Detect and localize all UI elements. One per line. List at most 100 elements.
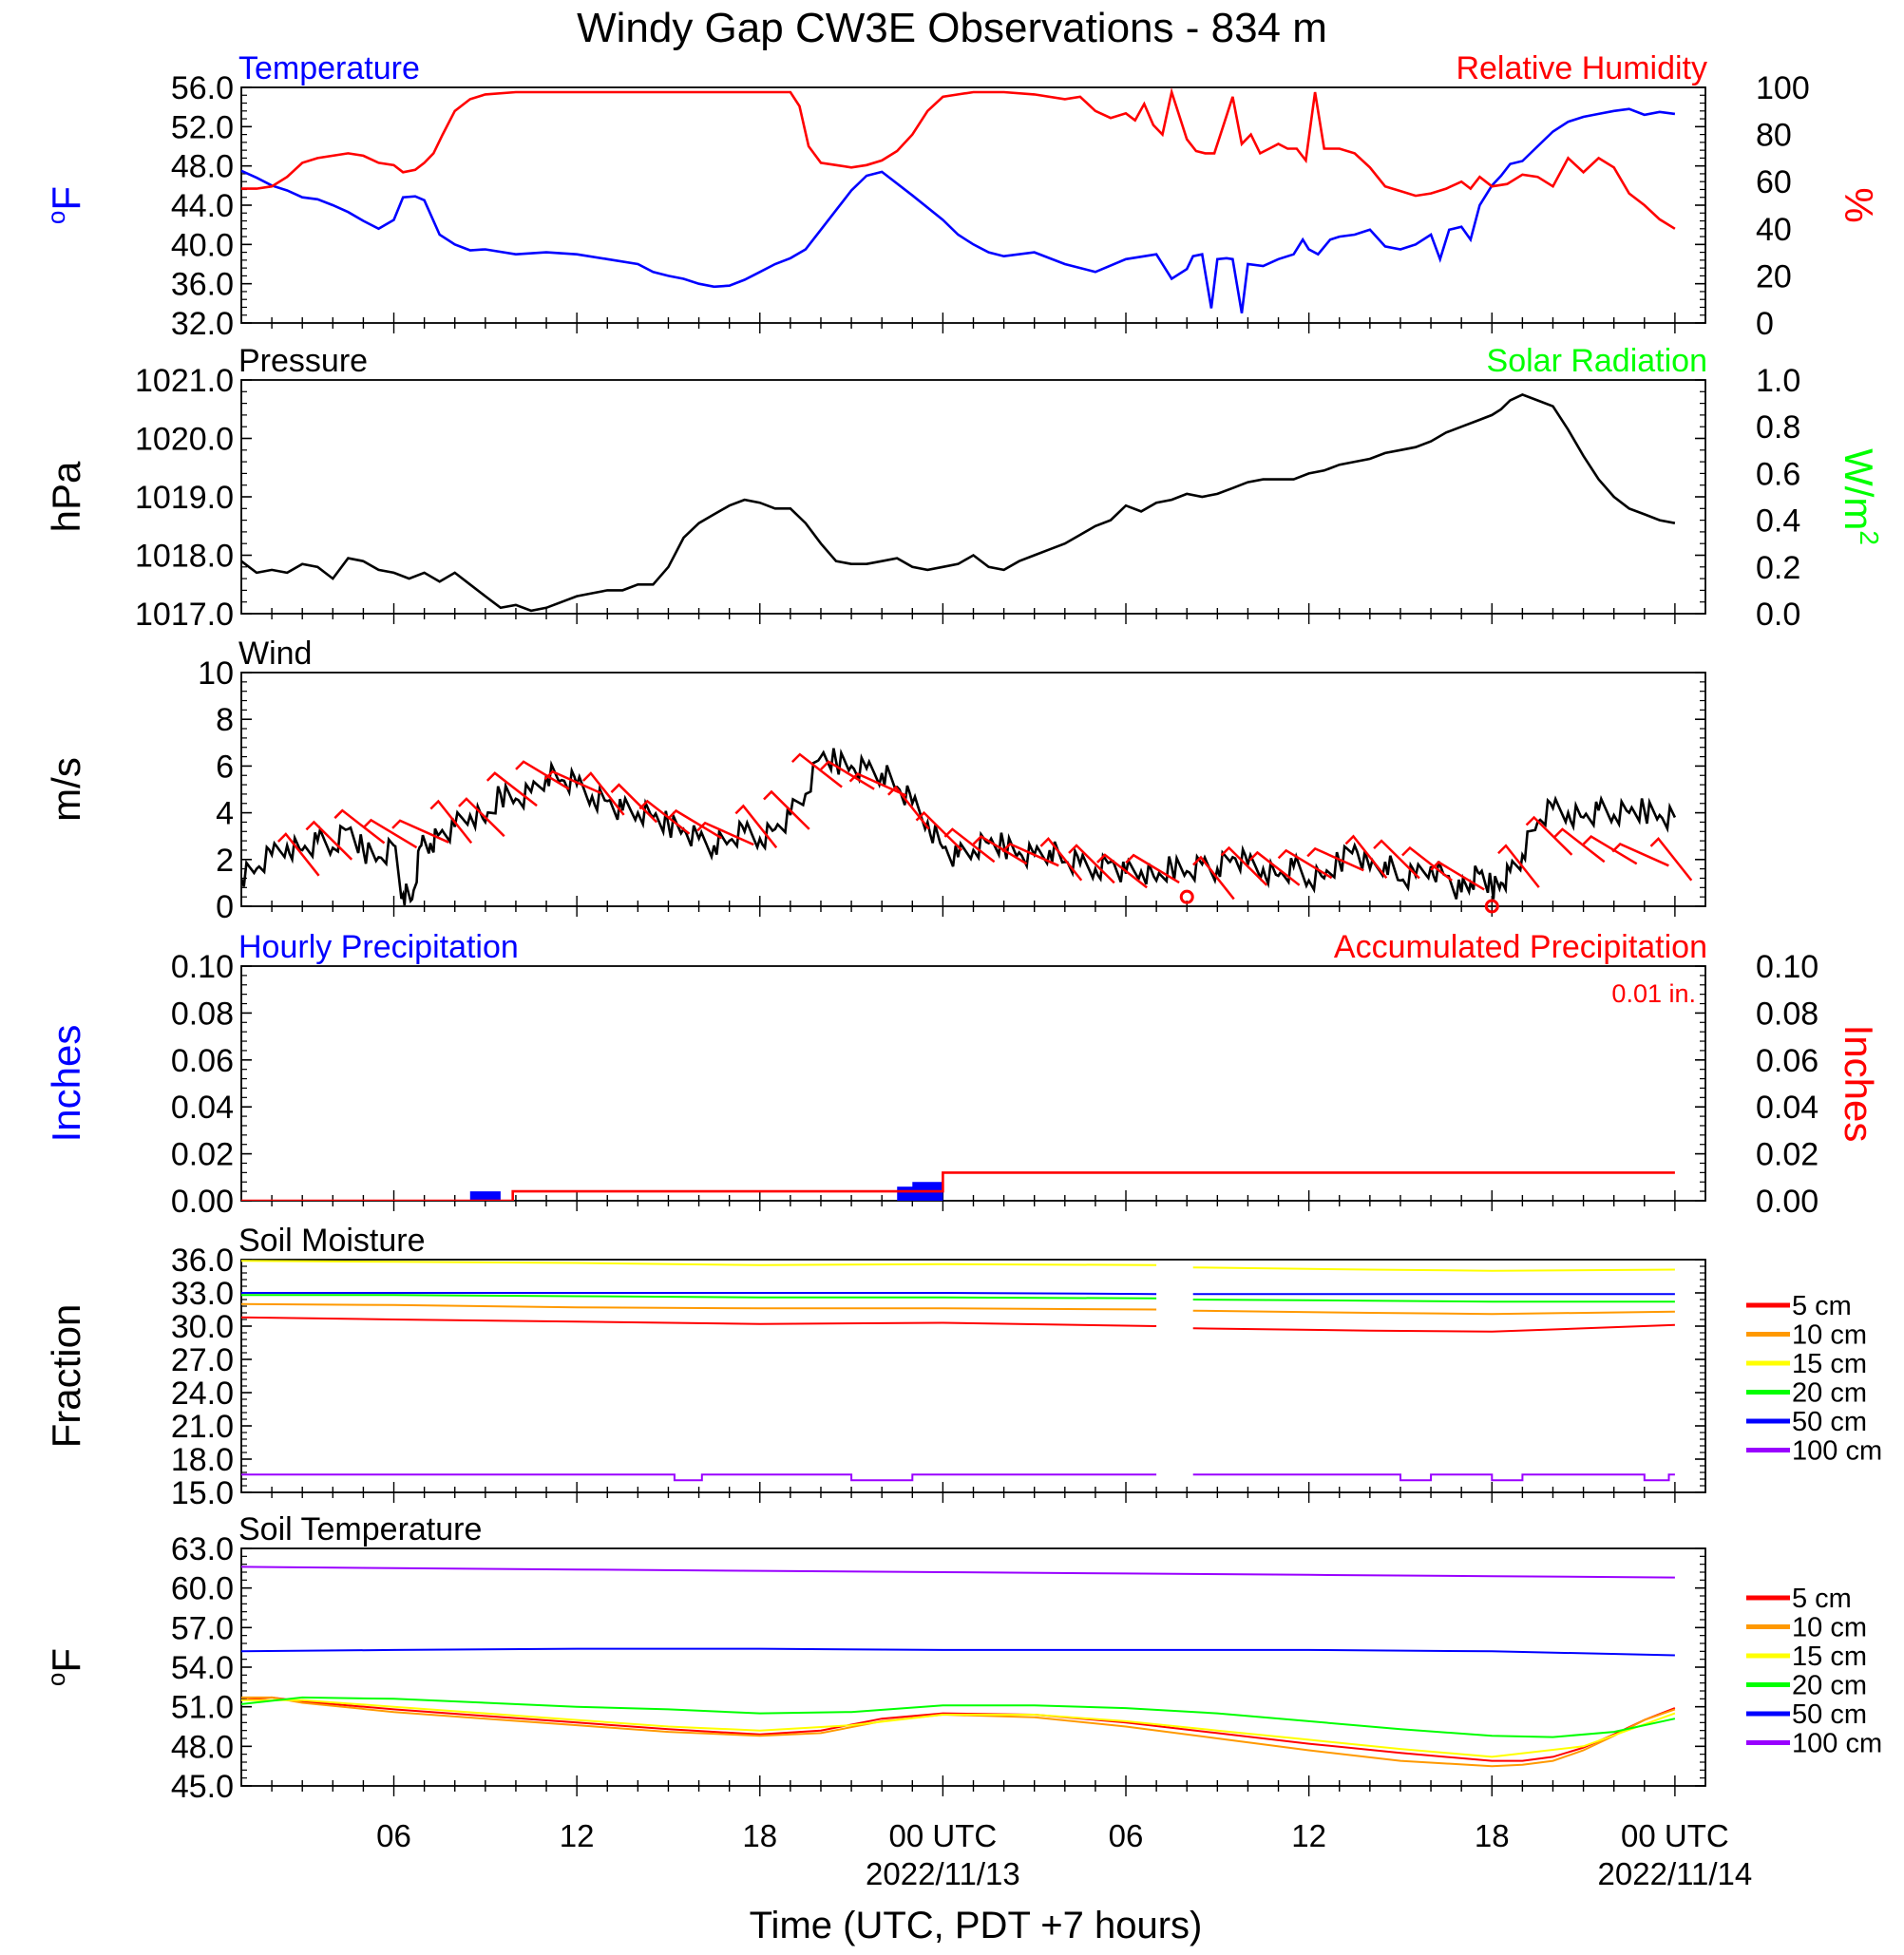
- wind-barb: [581, 771, 625, 816]
- x-tick-label: 06: [376, 1818, 411, 1853]
- y-axis-title-left: hPa: [44, 461, 88, 532]
- series-line-50-cm: [241, 1292, 1157, 1296]
- panel-temperature-humidity: 32.036.0 40.044.048.0 52.056.0 0 20 40 60 80 100…: [42, 50, 1881, 342]
- y-tick-label-left: 8: [216, 702, 234, 738]
- y-axis-title-left: m/s: [44, 757, 88, 822]
- wind-barb: [972, 834, 1028, 865]
- y-tick-label-left: 0.06: [171, 1043, 234, 1079]
- y-tick-label-right: 0: [1756, 306, 1774, 342]
- wind-barb: [1525, 815, 1573, 856]
- series-line-temperature: [241, 107, 1676, 313]
- panel-frame: [240, 965, 1706, 1202]
- precip-total-annotation: 0.01 in.: [1611, 979, 1696, 1008]
- wind-barb: [763, 789, 810, 830]
- y-tick-label-right: 0.06: [1756, 1043, 1818, 1079]
- y-tick-label-left: 56.0: [171, 70, 234, 106]
- y-tick-label-left: 1018.0: [135, 539, 234, 575]
- series-line-10-cm: [241, 1696, 1676, 1768]
- panel-title-left: Wind: [238, 636, 312, 672]
- wind-barb: [1220, 845, 1268, 886]
- panel-frame: [240, 86, 1706, 324]
- wind-barb: [1192, 855, 1235, 901]
- y-tick-label-left: 0.10: [171, 949, 234, 985]
- panel-title-left: Temperature: [238, 50, 420, 86]
- wind-barb: [696, 821, 754, 846]
- wind-barb: [1582, 834, 1638, 865]
- series-line-100-cm: [241, 1473, 1157, 1482]
- wind-barb: [610, 783, 658, 824]
- series-line-10-cm: [241, 1302, 1157, 1311]
- y-tick-label-left: 0.04: [171, 1090, 234, 1126]
- legend-entry: 50 cm: [1746, 1699, 1867, 1730]
- legend-entry: 5 cm: [1746, 1291, 1852, 1321]
- y-tick-label-right: 40: [1756, 212, 1792, 248]
- y-tick-label-left: 44.0: [171, 188, 234, 224]
- panel-title-left: Soil Temperature: [238, 1511, 482, 1547]
- y-tick-label-right: 0.00: [1756, 1184, 1818, 1220]
- legend-entry: 100 cm: [1746, 1729, 1882, 1759]
- panel-pressure-solar: 1017.0 1018.0 1019.0 1020.0 1021.0 0.0 0.2 0.4 0…: [44, 343, 1884, 633]
- legend-label: 50 cm: [1792, 1407, 1867, 1437]
- wind-barb: [1277, 848, 1333, 880]
- series-line-5-cm: [241, 1696, 1676, 1762]
- y-tick-label-left: 57.0: [171, 1610, 234, 1646]
- y-tick-label-left: 1019.0: [135, 480, 234, 516]
- wind-barb: [429, 799, 473, 845]
- y-tick-label-left: 0.02: [171, 1137, 234, 1173]
- wind-barb: [1248, 850, 1301, 886]
- y-tick-label-right: 0.8: [1756, 409, 1800, 446]
- legend-entry: 20 cm: [1746, 1378, 1867, 1409]
- y-axis-title-right: Inches: [1837, 1025, 1881, 1143]
- wind-barb: [333, 808, 386, 845]
- y-tick-label-left: 6: [216, 749, 234, 785]
- legend-label: 100 cm: [1792, 1729, 1882, 1759]
- wind-barb: [1649, 836, 1693, 882]
- wind-barb: [458, 797, 505, 838]
- legend-entry: 10 cm: [1746, 1613, 1867, 1643]
- x-tick-label: 18: [742, 1818, 777, 1853]
- y-tick-label-left: 40.0: [171, 227, 234, 263]
- y-tick-label-left: 48.0: [171, 1729, 234, 1765]
- wind-barb: [362, 818, 418, 849]
- y-tick-label-left: 30.0: [171, 1309, 234, 1345]
- series-line-20-cm: [1192, 1299, 1675, 1303]
- panel-frame: [240, 1547, 1706, 1787]
- panel-frame: [240, 672, 1706, 907]
- wind-barb: [734, 804, 778, 849]
- series-line-100-cm: [241, 1566, 1675, 1579]
- y-tick-label-right: 0.0: [1756, 597, 1800, 633]
- wind-barb: [1125, 853, 1180, 884]
- y-tick-label-left: 60.0: [171, 1571, 234, 1607]
- legend-label: 15 cm: [1792, 1642, 1867, 1672]
- legend-entry: 5 cm: [1746, 1584, 1852, 1614]
- y-axis-title-left: oF: [42, 186, 88, 224]
- wind-calm-marker: [1179, 889, 1194, 904]
- y-tick-label-left: 1021.0: [135, 363, 234, 399]
- x-date-label: 2022/11/14: [1598, 1856, 1753, 1891]
- legend-label: 20 cm: [1792, 1671, 1867, 1701]
- wind-barb: [1306, 846, 1364, 872]
- y-axis-title-right: %: [1837, 187, 1881, 222]
- series-line-15-cm: [1192, 1266, 1675, 1272]
- y-tick-label-left: 32.0: [171, 306, 234, 342]
- y-axis-title-left: oF: [42, 1648, 88, 1686]
- y-tick-label-left: 36.0: [171, 267, 234, 303]
- y-tick-label-right: 0.4: [1756, 503, 1800, 540]
- wind-barb: [915, 810, 963, 851]
- y-tick-label-left: 21.0: [171, 1409, 234, 1445]
- wind-barb: [1611, 842, 1669, 867]
- wind-barb: [887, 785, 930, 830]
- panel-title-left: Pressure: [238, 343, 368, 379]
- y-tick-label-left: 63.0: [171, 1531, 234, 1567]
- y-tick-label-left: 52.0: [171, 109, 234, 145]
- panel-title-left: Soil Moisture: [238, 1223, 426, 1259]
- wind-barb: [667, 808, 723, 840]
- legend-entry: 10 cm: [1746, 1320, 1867, 1351]
- legend-entry: 100 cm: [1746, 1436, 1882, 1467]
- wind-barb: [1039, 836, 1083, 882]
- y-tick-label-left: 45.0: [171, 1769, 234, 1805]
- y-tick-label-left: 18.0: [171, 1442, 234, 1478]
- wind-barb: [1497, 844, 1540, 888]
